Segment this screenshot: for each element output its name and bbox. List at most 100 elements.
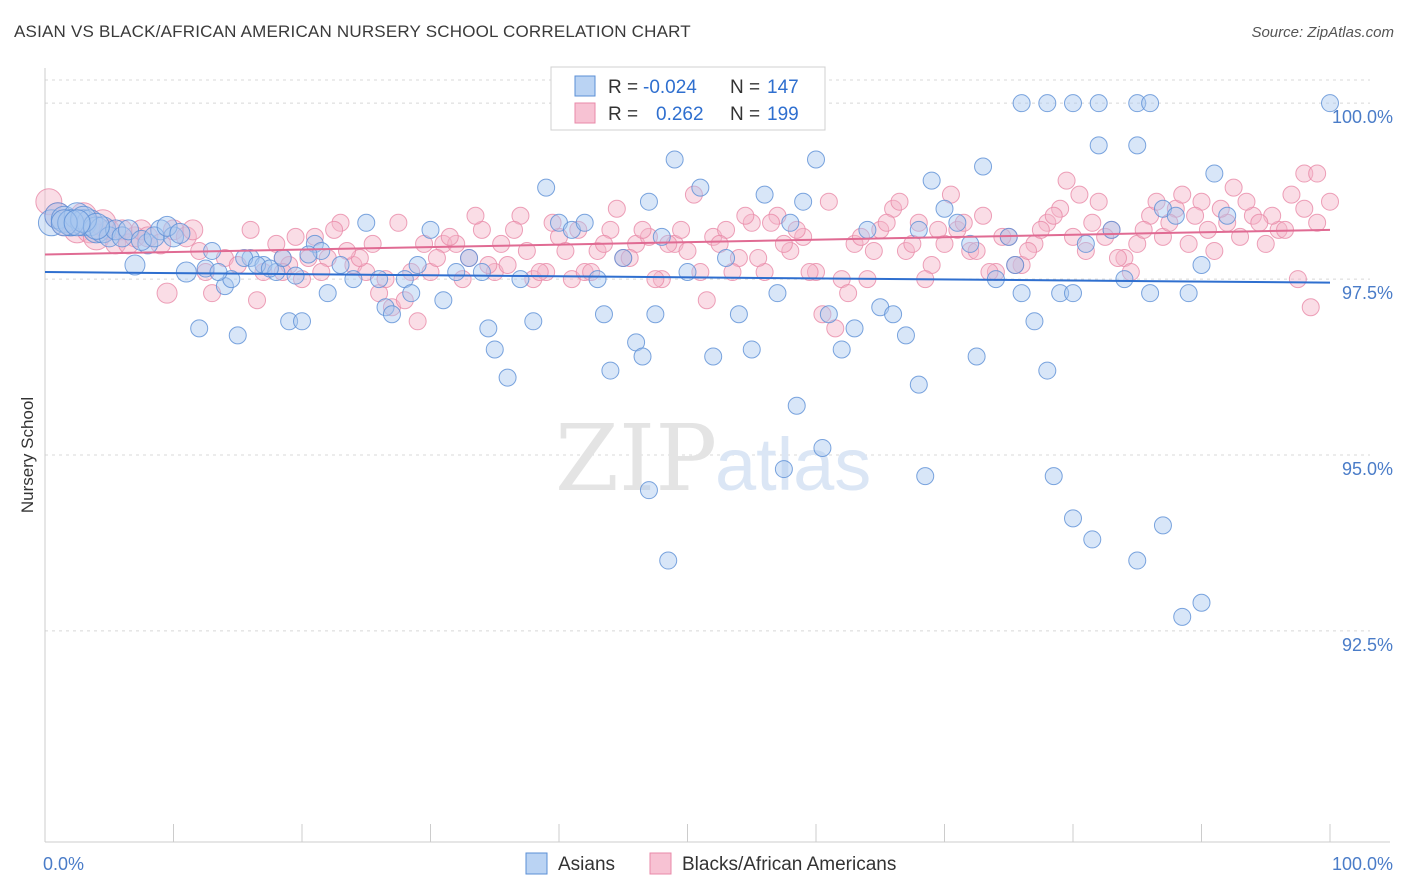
asian-point [935,199,954,218]
black-african-american-point [1051,199,1070,218]
black-african-american-point [678,241,697,260]
legend-r-label-asians: R = [608,77,638,98]
black-african-american-point [331,213,350,232]
asian-point [511,270,530,289]
black-african-american-point [1211,199,1230,218]
asian-point [421,220,440,239]
asian-point [909,375,928,394]
legend-swatch-black [574,102,596,124]
black-african-american-point [1186,206,1205,225]
black-african-american-point [1308,164,1327,183]
asian-point [884,305,903,324]
black-african-american-point [1031,220,1050,239]
asian-point [1128,136,1147,155]
black-african-american-point [325,220,344,239]
black-african-american-point [800,263,819,282]
black-african-american-point [948,220,967,239]
asian-point [209,263,228,282]
source-label: Source: ZipAtlas.com [1251,24,1394,41]
black-african-american-point [851,227,870,246]
y-tick-label: 100.0% [1332,107,1393,127]
x-tick-label: 0.0% [43,854,84,874]
bottom-legend-label-black: Blacks/African Americans [682,854,896,875]
asian-point [646,305,665,324]
black-african-american-point [241,220,260,239]
trend-lines [44,228,1331,284]
asian-point [974,157,993,176]
black-african-american-point [1057,171,1076,190]
asian-point [659,551,678,570]
asian-point [813,438,832,457]
asian-point [1089,94,1108,113]
asian-point [130,229,152,251]
asian-point [156,215,178,237]
black-african-american-point [1198,220,1217,239]
black-african-american-point [736,206,755,225]
black-african-american-point [896,241,915,260]
asian-point [1083,530,1102,549]
asian-point [717,248,736,267]
black-african-american-point [408,312,427,331]
y-tick-labels: 92.5% 95.0% 97.5% 100.0% [1332,107,1393,655]
asian-point [961,234,980,253]
asian-point [1128,94,1147,113]
asian-point [1044,467,1063,486]
asian-point [594,305,613,324]
black-african-american-point [967,241,986,260]
black-african-american-point [774,234,793,253]
asian-point [190,319,209,338]
asian-point [787,396,806,415]
bottom-legend-swatch-asians [525,852,548,875]
bottom-legend-label-asians: Asians [558,854,615,875]
asian-point [485,340,504,359]
asian-point [1051,284,1070,303]
black-african-american-point [684,185,703,204]
asian-point [691,178,710,197]
black-african-american-point [954,213,973,232]
black-african-american-point [1295,199,1314,218]
asian-point [768,284,787,303]
asian-point [1038,94,1057,113]
asian-point [472,263,491,282]
asian-point [1321,94,1339,113]
black-african-american-point [466,206,485,225]
asian-point [832,340,851,359]
asian-point [633,347,652,366]
asian-point [460,248,479,267]
black-african-american-point [1019,241,1038,260]
asian-point [1038,361,1057,380]
black-african-american-point [286,227,305,246]
black-african-american-point [505,220,524,239]
legend-r-value-asians: -0.024 [643,77,697,98]
black-african-american-point [363,234,382,253]
legend-n-value-black: 199 [767,104,799,125]
black-african-american-point [1282,185,1301,204]
asian-point [639,192,658,211]
black-african-american-point [498,256,517,275]
asian-point [305,234,324,253]
black-african-american-point [961,241,980,260]
black-african-american-point [807,263,825,282]
series-legend: Asians Blacks/African Americans [525,852,896,875]
asian-point [63,209,91,237]
asian-point [1141,284,1160,303]
black-african-american-point [402,263,421,282]
asian-point [169,222,191,244]
asian-point [1192,593,1211,612]
black-african-american-point [395,291,414,310]
black-african-american-point [909,213,928,232]
black-african-american-point [1134,220,1153,239]
asian-point [742,340,761,359]
asian-point [357,213,376,232]
asian-point [434,291,453,310]
black-african-american-point [1321,192,1339,211]
asian-point [967,347,986,366]
black-african-american-point [1038,213,1057,232]
black-african-american-point [163,219,184,241]
black-african-american-point [697,291,716,310]
legend-r-value-black: 0.262 [656,104,704,125]
black-african-american-point [492,234,511,253]
black-african-american-point [781,241,800,260]
black-african-american-point [1044,206,1063,225]
watermark: ZIP atlas [555,405,871,512]
